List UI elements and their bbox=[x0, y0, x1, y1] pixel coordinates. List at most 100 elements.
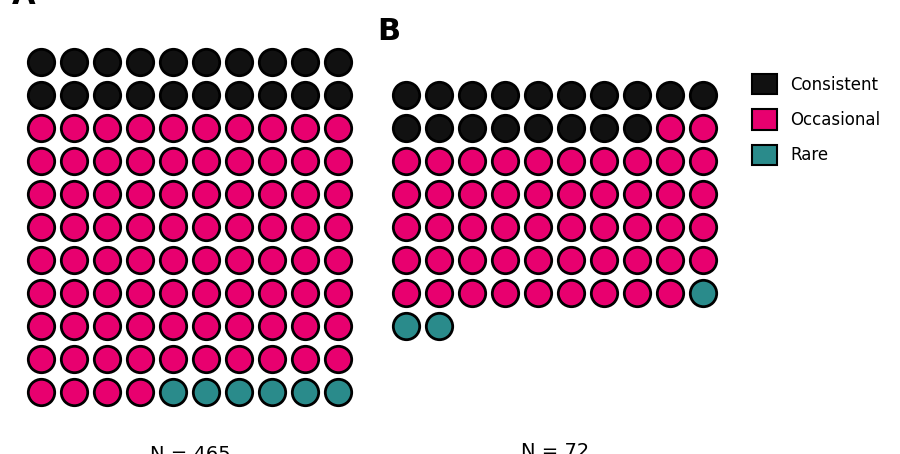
Circle shape bbox=[226, 313, 253, 340]
Circle shape bbox=[558, 181, 585, 207]
Circle shape bbox=[160, 379, 186, 406]
Circle shape bbox=[259, 313, 285, 340]
Circle shape bbox=[160, 115, 186, 142]
Circle shape bbox=[160, 82, 186, 109]
Circle shape bbox=[427, 82, 453, 109]
Circle shape bbox=[657, 247, 684, 274]
Circle shape bbox=[127, 148, 154, 175]
Circle shape bbox=[194, 115, 220, 142]
Circle shape bbox=[591, 214, 617, 241]
Circle shape bbox=[259, 148, 285, 175]
Circle shape bbox=[526, 280, 552, 307]
Circle shape bbox=[492, 82, 518, 109]
Circle shape bbox=[690, 214, 716, 241]
Circle shape bbox=[325, 280, 352, 307]
Circle shape bbox=[393, 181, 419, 207]
Circle shape bbox=[427, 148, 453, 175]
Circle shape bbox=[127, 82, 154, 109]
Circle shape bbox=[94, 82, 121, 109]
Circle shape bbox=[325, 115, 352, 142]
Circle shape bbox=[325, 49, 352, 76]
Circle shape bbox=[292, 313, 319, 340]
Circle shape bbox=[427, 247, 453, 274]
Circle shape bbox=[259, 49, 285, 76]
Circle shape bbox=[194, 214, 220, 241]
Circle shape bbox=[558, 82, 585, 109]
Circle shape bbox=[61, 313, 87, 340]
Circle shape bbox=[625, 148, 651, 175]
Circle shape bbox=[160, 247, 186, 274]
Circle shape bbox=[259, 181, 285, 207]
Circle shape bbox=[61, 280, 87, 307]
Circle shape bbox=[459, 280, 486, 307]
Circle shape bbox=[325, 82, 352, 109]
Circle shape bbox=[28, 148, 55, 175]
Circle shape bbox=[226, 346, 253, 373]
Circle shape bbox=[459, 115, 486, 142]
Circle shape bbox=[160, 214, 186, 241]
Circle shape bbox=[61, 115, 87, 142]
Circle shape bbox=[625, 247, 651, 274]
Circle shape bbox=[94, 379, 121, 406]
Circle shape bbox=[160, 280, 186, 307]
Circle shape bbox=[427, 313, 453, 340]
Circle shape bbox=[292, 247, 319, 274]
Circle shape bbox=[657, 82, 684, 109]
Circle shape bbox=[28, 379, 55, 406]
Circle shape bbox=[160, 49, 186, 76]
Circle shape bbox=[657, 181, 684, 207]
Circle shape bbox=[226, 82, 253, 109]
Circle shape bbox=[28, 280, 55, 307]
Circle shape bbox=[558, 214, 585, 241]
Circle shape bbox=[459, 181, 486, 207]
Circle shape bbox=[127, 247, 154, 274]
Circle shape bbox=[492, 115, 518, 142]
Circle shape bbox=[160, 313, 186, 340]
Circle shape bbox=[194, 247, 220, 274]
Circle shape bbox=[259, 280, 285, 307]
Circle shape bbox=[259, 214, 285, 241]
Circle shape bbox=[558, 148, 585, 175]
Circle shape bbox=[325, 379, 352, 406]
Circle shape bbox=[28, 49, 55, 76]
Circle shape bbox=[194, 346, 220, 373]
Circle shape bbox=[558, 280, 585, 307]
Circle shape bbox=[94, 148, 121, 175]
Circle shape bbox=[292, 214, 319, 241]
Circle shape bbox=[625, 214, 651, 241]
Circle shape bbox=[61, 82, 87, 109]
Circle shape bbox=[393, 247, 419, 274]
Text: B: B bbox=[377, 17, 400, 46]
Circle shape bbox=[690, 181, 716, 207]
Circle shape bbox=[492, 214, 518, 241]
Circle shape bbox=[625, 82, 651, 109]
Circle shape bbox=[427, 115, 453, 142]
Circle shape bbox=[558, 247, 585, 274]
Circle shape bbox=[427, 181, 453, 207]
Circle shape bbox=[657, 115, 684, 142]
Circle shape bbox=[194, 379, 220, 406]
Circle shape bbox=[226, 148, 253, 175]
Text: N = 72: N = 72 bbox=[521, 442, 590, 454]
Circle shape bbox=[558, 115, 585, 142]
Circle shape bbox=[94, 49, 121, 76]
Circle shape bbox=[526, 181, 552, 207]
Circle shape bbox=[94, 115, 121, 142]
Circle shape bbox=[325, 214, 352, 241]
Circle shape bbox=[28, 181, 55, 207]
Circle shape bbox=[127, 379, 154, 406]
Circle shape bbox=[94, 280, 121, 307]
Circle shape bbox=[292, 82, 319, 109]
Text: A: A bbox=[12, 0, 35, 10]
Circle shape bbox=[259, 247, 285, 274]
Circle shape bbox=[226, 379, 253, 406]
Circle shape bbox=[492, 181, 518, 207]
Circle shape bbox=[591, 247, 617, 274]
Circle shape bbox=[259, 379, 285, 406]
Circle shape bbox=[325, 346, 352, 373]
Circle shape bbox=[690, 280, 716, 307]
Circle shape bbox=[94, 247, 121, 274]
Circle shape bbox=[492, 280, 518, 307]
Circle shape bbox=[292, 346, 319, 373]
Circle shape bbox=[459, 247, 486, 274]
